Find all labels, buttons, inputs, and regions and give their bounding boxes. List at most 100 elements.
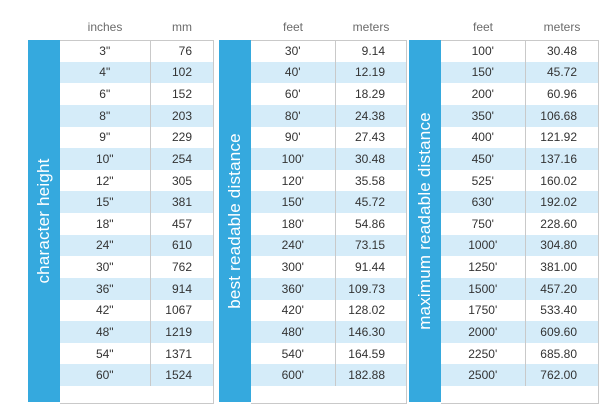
- table-row: 48" 1219: [60, 321, 214, 343]
- table-row: 120' 35.58: [251, 169, 407, 192]
- metric-cell: 192.02: [525, 191, 599, 213]
- size-cell: 9": [60, 126, 151, 149]
- metric-cell: 533.40: [525, 299, 599, 322]
- feet-header: feet: [282, 20, 303, 34]
- table-row: 80' 24.38: [251, 104, 407, 127]
- size-cell: 600': [251, 364, 336, 386]
- table-row: 300' 91.44: [251, 256, 407, 278]
- table-row: 1750' 533.40: [441, 299, 599, 322]
- size-cell: 2000': [441, 321, 526, 343]
- meters-header: meters: [352, 20, 390, 34]
- size-cell: 750': [441, 213, 526, 235]
- metric-cell: 182.88: [335, 364, 407, 386]
- size-cell: 36": [60, 277, 151, 300]
- metric-cell: 30.48: [525, 40, 599, 62]
- meters-header: meters: [543, 20, 581, 34]
- size-cell: 2250': [441, 342, 526, 365]
- size-cell: 30': [251, 40, 336, 62]
- table-row: 8" 203: [60, 104, 214, 127]
- metric-cell: 685.80: [525, 342, 599, 365]
- size-cell: 480': [251, 321, 336, 343]
- table-row: 200' 60.96: [441, 83, 599, 105]
- metric-cell: 914: [150, 277, 214, 300]
- table-row: 525' 160.02: [441, 169, 599, 192]
- size-cell: 2500': [441, 364, 526, 386]
- table-row: 30' 9.14: [251, 40, 407, 62]
- size-cell: 54": [60, 342, 151, 365]
- table-row: 750' 228.60: [441, 213, 599, 235]
- best-readable-distance-rows: 30' 9.14 40' 12.19 60' 18.29 80' 24.38 90' 27.43 1…: [251, 40, 407, 386]
- metric-cell: 228.60: [525, 213, 599, 235]
- metric-cell: 128.02: [335, 299, 407, 322]
- size-cell: 150': [441, 61, 526, 84]
- maximum-readable-distance-band: maximum readable distance: [409, 40, 441, 402]
- table-row: 350' 106.68: [441, 104, 599, 127]
- size-cell: 420': [251, 299, 336, 322]
- character-height-band: character height: [28, 40, 60, 402]
- size-cell: 6": [60, 83, 151, 105]
- feet-header: feet: [472, 20, 493, 34]
- table-row: 100' 30.48: [251, 148, 407, 170]
- metric-cell: 381: [150, 191, 214, 213]
- table-row: 90' 27.43: [251, 126, 407, 149]
- table-row: 12" 305: [60, 169, 214, 192]
- metric-cell: 54.86: [335, 213, 407, 235]
- table-row: 420' 128.02: [251, 299, 407, 322]
- metric-cell: 381.00: [525, 256, 599, 278]
- metric-cell: 457.20: [525, 277, 599, 300]
- table-row: 3" 76: [60, 40, 214, 62]
- size-cell: 300': [251, 256, 336, 278]
- table-row: 30" 762: [60, 256, 214, 278]
- metric-cell: 73.15: [335, 234, 407, 257]
- size-cell: 80': [251, 104, 336, 127]
- table-row: 1250' 381.00: [441, 256, 599, 278]
- maximum-readable-distance-label: maximum readable distance: [415, 112, 434, 330]
- metric-cell: 109.73: [335, 277, 407, 300]
- table-row: 60" 1524: [60, 364, 214, 386]
- size-cell: 1750': [441, 299, 526, 322]
- character-height-rows: 3" 76 4" 102 6" 152 8" 203 9" 229 10" 254 12" 305 15" 3…: [60, 40, 214, 386]
- table-row: 2000' 609.60: [441, 321, 599, 343]
- size-cell: 40': [251, 61, 336, 84]
- metric-cell: 609.60: [525, 321, 599, 343]
- size-cell: 1500': [441, 277, 526, 300]
- size-cell: 400': [441, 126, 526, 149]
- table-row: 600' 182.88: [251, 364, 407, 386]
- size-cell: 90': [251, 126, 336, 149]
- table-row: 2500' 762.00: [441, 364, 599, 386]
- table-row: 1500' 457.20: [441, 277, 599, 300]
- metric-cell: 45.72: [335, 191, 407, 213]
- size-cell: 540': [251, 342, 336, 365]
- metric-cell: 146.30: [335, 321, 407, 343]
- table-row: 54" 1371: [60, 342, 214, 365]
- size-cell: 60': [251, 83, 336, 105]
- metric-cell: 137.16: [525, 148, 599, 170]
- metric-cell: 35.58: [335, 169, 407, 192]
- metric-cell: 164.59: [335, 342, 407, 365]
- mm-header: mm: [172, 20, 192, 34]
- metric-cell: 121.92: [525, 126, 599, 149]
- metric-cell: 12.19: [335, 61, 407, 84]
- metric-cell: 106.68: [525, 104, 599, 127]
- size-cell: 42": [60, 299, 151, 322]
- table-row: 15" 381: [60, 191, 214, 213]
- table-row: 4" 102: [60, 61, 214, 84]
- size-cell: 8": [60, 104, 151, 127]
- metric-cell: 1371: [150, 342, 214, 365]
- size-cell: 18": [60, 213, 151, 235]
- metric-cell: 18.29: [335, 83, 407, 105]
- metric-cell: 762.00: [525, 364, 599, 386]
- size-cell: 180': [251, 213, 336, 235]
- metric-cell: 102: [150, 61, 214, 84]
- table-row: 6" 152: [60, 83, 214, 105]
- metric-cell: 1067: [150, 299, 214, 322]
- size-cell: 3": [60, 40, 151, 62]
- metric-cell: 160.02: [525, 169, 599, 192]
- size-cell: 525': [441, 169, 526, 192]
- table-row: 18" 457: [60, 213, 214, 235]
- table-row: 40' 12.19: [251, 61, 407, 84]
- size-cell: 4": [60, 61, 151, 84]
- table-row: 150' 45.72: [251, 191, 407, 213]
- metric-cell: 1524: [150, 364, 214, 386]
- metric-cell: 45.72: [525, 61, 599, 84]
